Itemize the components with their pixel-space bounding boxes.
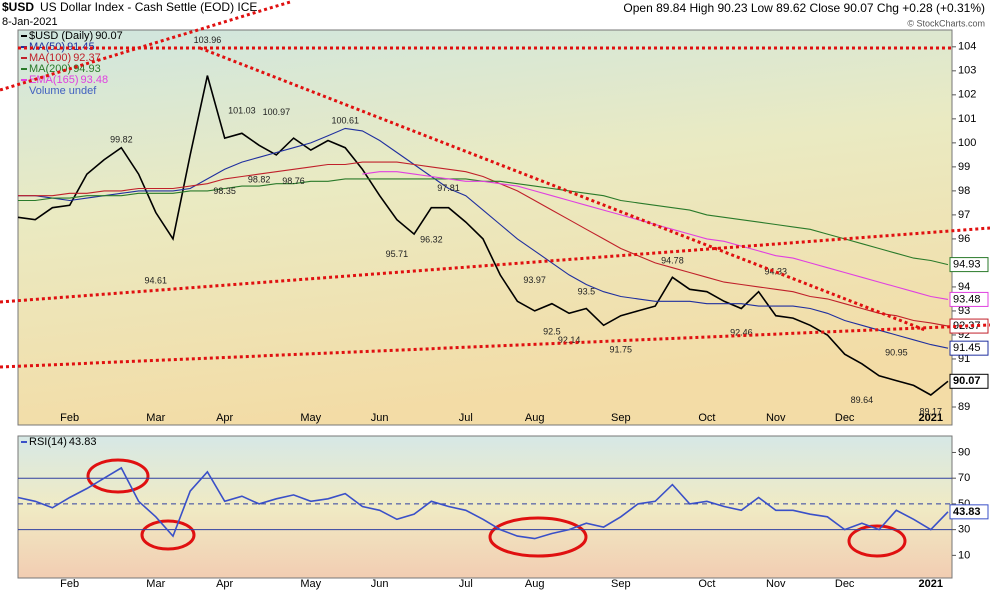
legend-value: 94.93 [73,63,101,75]
series-line [18,161,949,327]
last-value-box [949,373,989,389]
x-tick-label: Oct [698,578,715,590]
price-panel [17,29,953,426]
x-tick-label: Jul [459,578,473,590]
y-tick-label: 102 [958,89,976,101]
point-label: 90.95 [885,348,908,358]
point-label: 91.75 [610,344,633,354]
point-label: 92.14 [558,335,581,345]
x-tick-label: Jun [371,412,389,424]
y-tick-label: 98 [958,185,970,197]
date: 8-Jan-2021 [2,16,58,28]
x-tick-label: Nov [766,412,786,424]
x-tick-label: Feb [60,578,79,590]
x-tick-label: Dec [835,412,855,424]
series-line [17,466,949,540]
point-label: 92.5 [543,326,561,336]
legend-name: MA(100) [29,52,71,64]
point-label: 93.97 [523,275,546,285]
x-tick-label: Sep [611,578,631,590]
source: © StockCharts.com [907,18,985,28]
point-label: 89.17 [920,406,943,416]
y-tick-label: 100 [958,137,976,149]
legend-value: 93.48 [81,74,109,86]
point-label: 89.64 [851,395,874,405]
point-label: 100.61 [331,116,359,126]
y-tick-label: 104 [958,41,976,53]
x-tick-label: 2021 [919,578,943,590]
y-tick-label: 90 [958,446,970,458]
point-label: 98.82 [248,175,271,185]
x-tick-label: Oct [698,412,715,424]
last-value-label: 94.93 [953,259,981,271]
legend-name: MA(200) [29,63,71,75]
x-tick-label: Mar [146,578,165,590]
y-tick-label: 99 [958,161,970,173]
y-tick-label: 91 [958,353,970,365]
y-tick-label: 96 [958,233,970,245]
last-value-label: 91.45 [953,342,981,354]
legend-value: 90.07 [95,30,123,42]
x-tick-label: May [300,578,321,590]
last-value-box [949,291,989,307]
legend-name: MA(50) [29,41,65,53]
x-tick-label: Apr [216,412,233,424]
series-line [17,75,949,396]
point-label: 103.96 [194,35,222,45]
x-tick-label: Feb [60,412,79,424]
point-label: 93.5 [578,286,596,296]
rsi-circles [86,458,907,558]
y-tick-label: 101 [958,113,976,125]
rsi-panel [17,435,953,579]
legend-name: RSI(14) [29,436,67,448]
last-value-label: 90.07 [953,375,981,387]
series-line [18,127,949,349]
last-value-box [949,504,989,520]
x-tick-label: Sep [611,412,631,424]
point-label: 97.81 [437,183,460,193]
x-tick-label: Mar [146,412,165,424]
y-tick-label: 103 [958,65,976,77]
y-tick-label: 93 [958,305,970,317]
point-label: 99.82 [110,135,133,145]
point-label: 94.78 [661,256,684,266]
trendlines [0,0,990,369]
point-label: 92.46 [730,327,753,337]
point-label: 95.71 [386,249,409,259]
point-label: 101.03 [228,105,256,115]
point-label: 94.33 [765,266,788,276]
point-label: 96.32 [420,235,443,245]
legend-value: 43.83 [69,436,97,448]
last-value-label: 43.83 [953,506,981,518]
last-value-box [949,257,989,273]
y-tick-label: 30 [958,524,970,536]
y-tick-label: 97 [958,209,970,221]
x-tick-label: Aug [525,578,545,590]
subtitle: US Dollar Index - Cash Settle (EOD) ICE [40,0,257,14]
point-label: 100.97 [263,107,291,117]
legend-name: $USD (Daily) [29,30,93,42]
legend-note: Volume undef [29,85,97,97]
x-tick-label: Jun [371,578,389,590]
y-tick-label: 89 [958,401,970,413]
x-tick-label: 2021 [919,412,943,424]
quote: Open 89.84 High 90.23 Low 89.62 Close 90… [623,1,985,15]
y-tick-label: 94 [958,281,970,293]
title: $USD [2,0,34,14]
point-label: 94.61 [145,276,168,286]
x-tick-label: Aug [525,412,545,424]
last-value-label: 93.48 [953,293,981,305]
y-tick-label: 70 [958,472,970,484]
x-tick-label: Nov [766,578,786,590]
x-tick-label: Jul [459,412,473,424]
x-tick-label: May [300,412,321,424]
x-tick-label: Dec [835,578,855,590]
last-value-box [949,340,989,356]
point-label: 98.76 [282,176,305,186]
point-label: 98.35 [213,186,236,196]
x-tick-label: Apr [216,578,233,590]
y-tick-label: 10 [958,549,970,561]
